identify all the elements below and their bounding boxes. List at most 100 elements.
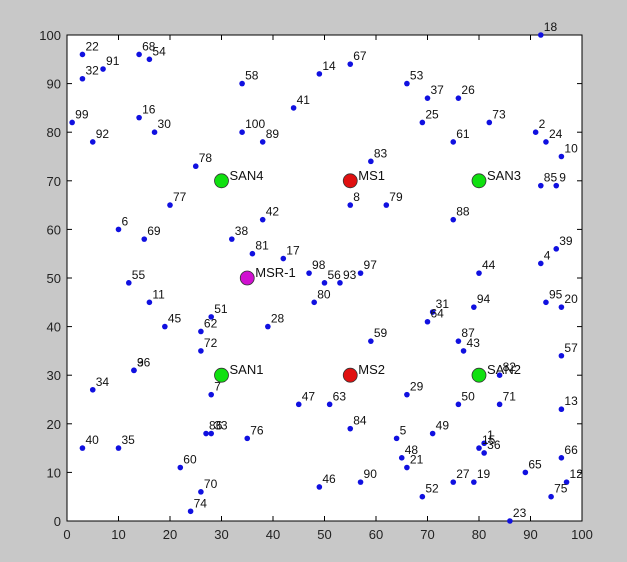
x-tick-label: 60 xyxy=(369,527,383,542)
node-label: 60 xyxy=(183,453,197,467)
y-tick-label: 50 xyxy=(47,271,61,286)
x-tick-label: 40 xyxy=(266,527,280,542)
san-node xyxy=(471,173,487,189)
node-label: 16 xyxy=(142,103,156,117)
node-label: 15 xyxy=(482,433,496,447)
node-point xyxy=(198,348,204,354)
node-label: 50 xyxy=(461,389,475,403)
node-label: 76 xyxy=(250,423,264,437)
node-label: 80 xyxy=(317,287,331,301)
node-label: 25 xyxy=(425,107,439,121)
node-label: 83 xyxy=(374,146,388,160)
node-point xyxy=(198,489,204,495)
node-label: 86 xyxy=(209,419,223,433)
node-label: 39 xyxy=(559,234,573,248)
node-point xyxy=(450,216,457,223)
node-label: 43 xyxy=(467,336,481,350)
node-label: 49 xyxy=(436,419,450,433)
node-label: 91 xyxy=(106,54,120,68)
node-label: 5 xyxy=(400,423,407,437)
y-tick-label: 10 xyxy=(47,465,61,480)
node-label: 56 xyxy=(328,268,342,282)
node-label: 67 xyxy=(353,49,367,63)
node-point xyxy=(208,391,214,398)
node-label: 8 xyxy=(353,190,360,204)
node-point xyxy=(471,304,477,310)
node-point xyxy=(89,386,96,393)
san-node xyxy=(214,367,229,383)
node-label: 84 xyxy=(353,414,367,428)
node-point xyxy=(316,484,323,490)
node-point xyxy=(347,425,354,432)
node-label: 37 xyxy=(431,83,445,97)
node-point xyxy=(404,80,410,87)
axis-ticks: 0 10 20 30 40 50 60 70 80 90 100 0 10 20 30 40 50 60 70 80 9… xyxy=(39,28,593,542)
node-point xyxy=(146,299,153,306)
node-point xyxy=(136,114,142,121)
node-label: 23 xyxy=(513,506,527,520)
node-label: 57 xyxy=(564,341,578,355)
node-label: 31 xyxy=(436,297,450,311)
san-node-label: SAN3 xyxy=(487,168,521,183)
node-label: 100 xyxy=(245,117,265,131)
node-label: 53 xyxy=(410,69,424,83)
node-point xyxy=(558,455,565,461)
node-label: 87 xyxy=(461,326,475,340)
node-label: 30 xyxy=(158,117,172,131)
node-point xyxy=(239,129,245,135)
node-label: 95 xyxy=(549,287,563,301)
x-tick-label: 80 xyxy=(472,527,486,542)
node-point xyxy=(259,139,266,145)
node-point xyxy=(455,95,462,101)
y-tick-label: 100 xyxy=(39,28,61,43)
node-label: 64 xyxy=(431,307,445,321)
sensor-nodes: 1234567891011121314151617181920212223242… xyxy=(69,20,583,524)
node-point xyxy=(507,518,513,524)
node-label: 90 xyxy=(364,467,378,481)
node-point xyxy=(429,430,436,437)
y-tick-label: 90 xyxy=(47,77,61,92)
node-point xyxy=(496,401,503,408)
node-point xyxy=(563,479,570,485)
node-label: 72 xyxy=(204,336,218,350)
node-label: 51 xyxy=(214,302,228,316)
node-label: 52 xyxy=(425,482,439,496)
y-tick-label: 20 xyxy=(47,417,61,432)
node-point xyxy=(553,182,560,189)
node-point xyxy=(100,66,106,72)
node-point xyxy=(79,445,86,451)
node-label: 96 xyxy=(137,355,151,369)
node-point xyxy=(321,280,328,286)
node-point xyxy=(455,338,462,344)
node-point xyxy=(177,464,184,471)
node-point xyxy=(280,255,287,262)
y-tick-label: 30 xyxy=(47,368,61,383)
node-point xyxy=(290,105,297,111)
san-node-label: SAN1 xyxy=(230,362,264,377)
node-point xyxy=(239,80,245,87)
node-point xyxy=(522,469,529,476)
node-label: 81 xyxy=(255,239,269,253)
node-label: 29 xyxy=(410,380,424,394)
node-point xyxy=(357,479,364,485)
y-tick-label: 70 xyxy=(47,174,61,189)
node-label: 13 xyxy=(564,394,578,408)
node-point xyxy=(486,119,493,126)
node-point xyxy=(249,250,256,257)
x-tick-label: 10 xyxy=(111,527,125,542)
node-label: 41 xyxy=(297,93,311,107)
node-label: 17 xyxy=(286,244,300,258)
node-point xyxy=(424,318,431,325)
node-label: 38 xyxy=(235,224,249,238)
node-point xyxy=(347,202,354,208)
node-point xyxy=(538,260,544,267)
node-point xyxy=(337,280,343,286)
node-label: 48 xyxy=(405,443,419,457)
node-point xyxy=(115,226,122,233)
node-label: 75 xyxy=(554,482,568,496)
node-point xyxy=(558,406,565,413)
node-label: 2 xyxy=(539,117,546,131)
node-point xyxy=(89,139,96,145)
node-point xyxy=(424,95,431,101)
node-point xyxy=(357,270,364,276)
